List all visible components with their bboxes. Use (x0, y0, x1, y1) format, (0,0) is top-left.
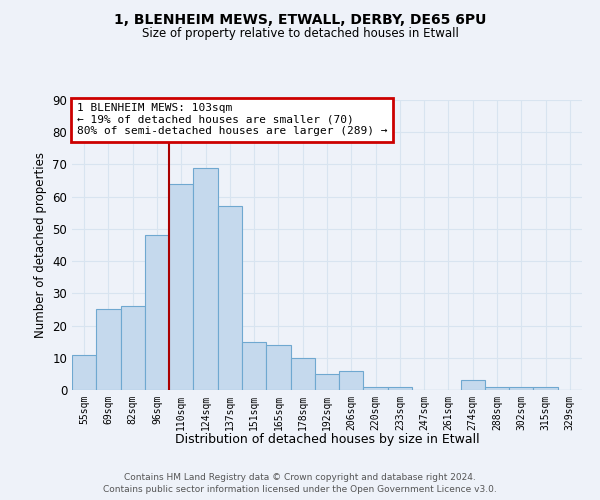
Bar (218, 206, 242, 390)
Bar (193, 168, 218, 390)
Bar (461, 380, 485, 390)
Text: 1, BLENHEIM MEWS, ETWALL, DERBY, DE65 6PU: 1, BLENHEIM MEWS, ETWALL, DERBY, DE65 6P… (114, 12, 486, 26)
Text: 1 BLENHEIM MEWS: 103sqm
← 19% of detached houses are smaller (70)
80% of semi-de: 1 BLENHEIM MEWS: 103sqm ← 19% of detache… (77, 103, 388, 136)
Text: Contains public sector information licensed under the Open Government Licence v3: Contains public sector information licen… (103, 485, 497, 494)
Bar (121, 306, 145, 390)
Y-axis label: Number of detached properties: Number of detached properties (34, 152, 47, 338)
Bar (533, 387, 558, 390)
Bar (169, 184, 193, 390)
Text: Size of property relative to detached houses in Etwall: Size of property relative to detached ho… (142, 28, 458, 40)
Bar (485, 387, 509, 390)
Text: Distribution of detached houses by size in Etwall: Distribution of detached houses by size … (175, 432, 479, 446)
Bar (266, 345, 290, 390)
Bar (388, 387, 412, 390)
Bar (315, 374, 339, 390)
Bar (145, 236, 169, 390)
Bar (242, 342, 266, 390)
Bar (96, 310, 121, 390)
Bar (339, 370, 364, 390)
Bar (509, 387, 533, 390)
Bar (290, 358, 315, 390)
Bar (72, 354, 96, 390)
Text: Contains HM Land Registry data © Crown copyright and database right 2024.: Contains HM Land Registry data © Crown c… (124, 472, 476, 482)
Bar (364, 387, 388, 390)
